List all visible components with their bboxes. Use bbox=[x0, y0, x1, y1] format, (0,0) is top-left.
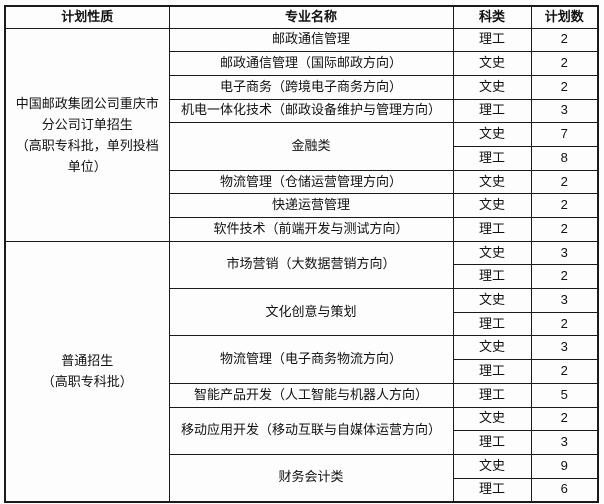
major-name-cell: 邮政通信管理 bbox=[168, 27, 454, 53]
table-row: 机电一体化技术（邮政设备维护与管理方向） 理工 3 bbox=[5, 98, 599, 124]
header-row: 计划性质 专业名称 科类 计划数 bbox=[4, 5, 599, 29]
category-cell: 文史 bbox=[452, 453, 532, 479]
count-cell: 5 bbox=[530, 382, 599, 408]
major-name-cell: 快递运营管理 bbox=[168, 193, 454, 218]
count-cell: 2 bbox=[530, 406, 599, 432]
category-cell: 理工 bbox=[452, 382, 532, 408]
count-cell: 7 bbox=[530, 122, 599, 147]
category-cell: 理工 bbox=[452, 264, 532, 290]
major-name-cell: 物流管理（电子商务物流方向） bbox=[168, 335, 454, 384]
count-cell: 3 bbox=[530, 240, 599, 266]
category-cell: 理工 bbox=[452, 217, 532, 242]
category-cell: 理工 bbox=[452, 27, 532, 53]
major-name-cell: 电子商务（跨境电子商务方向） bbox=[168, 74, 454, 100]
plan-type-line: （高职专科批，单列投档 bbox=[15, 137, 159, 153]
category-cell: 理工 bbox=[452, 311, 532, 337]
plan-type-line: 普通招生 bbox=[61, 353, 114, 369]
major-name-cell: 市场营销（大数据营销方向） bbox=[168, 240, 454, 290]
major-name-cell: 软件技术（前端开发与测试方向） bbox=[168, 217, 454, 242]
table-row: 理工 2 bbox=[5, 264, 599, 290]
table-row: 物流管理（电子商务物流方向） 文史 3 bbox=[5, 335, 599, 384]
major-name-cell: 机电一体化技术（邮政设备维护与管理方向） bbox=[168, 98, 454, 124]
header-plan-type: 计划性质 bbox=[4, 5, 170, 29]
category-cell: 文史 bbox=[452, 288, 532, 313]
major-name-cell: 智能产品开发（人工智能与机器人方向） bbox=[168, 382, 454, 408]
plan-type-line: 单位） bbox=[67, 158, 107, 174]
table-row: 快递运营管理 文史 2 bbox=[5, 193, 599, 218]
table-header: 计划性质 专业名称 科类 计划数 bbox=[4, 5, 599, 29]
plan-type-line: 中国邮政集团公司重庆市 bbox=[15, 95, 159, 111]
table-row: 理工 3 bbox=[5, 430, 599, 455]
major-name-cell: 金融类 bbox=[168, 122, 454, 171]
table-row: 普通招生 （高职专科批） 市场营销（大数据营销方向） 文史 3 bbox=[4, 240, 599, 503]
table-body: 中国邮政集团公司重庆市 分公司订单招生 （高职专科批，单列投档 单位） 邮政通信管理 理工… bbox=[4, 27, 599, 503]
category-cell: 文史 bbox=[452, 335, 532, 361]
category-cell: 理工 bbox=[452, 430, 532, 455]
table-row: 邮政通信管理（国际邮政方向） 文史 2 bbox=[5, 51, 599, 76]
category-cell: 文史 bbox=[452, 169, 532, 195]
header-major-name: 专业名称 bbox=[168, 5, 454, 29]
count-cell: 2 bbox=[530, 311, 599, 337]
plan-type-line: （高职专科批） bbox=[41, 374, 133, 390]
count-cell: 3 bbox=[530, 335, 599, 361]
category-cell: 文史 bbox=[452, 406, 532, 432]
count-cell: 2 bbox=[530, 217, 599, 242]
table-row: 物流管理（仓储运营管理方向） 文史 2 bbox=[5, 169, 599, 195]
table-row: 金融类 文史 7 bbox=[5, 122, 599, 171]
count-cell: 2 bbox=[530, 169, 599, 195]
admission-plan-table: 计划性质 专业名称 科类 计划数 中国邮政集团公司重庆市 分公司订单招生 （高职专科… bbox=[4, 5, 599, 503]
major-name-cell: 移动应用开发（移动互联与自媒体运营方向） bbox=[168, 406, 454, 455]
major-name-cell: 文化创意与策划 bbox=[168, 288, 454, 337]
count-cell: 3 bbox=[530, 98, 599, 124]
header-category: 科类 bbox=[452, 5, 532, 29]
plan-type-cell: 中国邮政集团公司重庆市 分公司订单招生 （高职专科批，单列投档 单位） bbox=[4, 27, 170, 242]
count-cell: 2 bbox=[530, 27, 599, 53]
count-cell: 2 bbox=[530, 264, 599, 290]
count-cell: 2 bbox=[530, 359, 599, 384]
table-row: 理工 2 bbox=[5, 359, 599, 384]
major-name-cell: 财务会计类 bbox=[168, 453, 454, 503]
plan-type-line: 分公司订单招生 bbox=[41, 116, 133, 132]
table-row: 财务会计类 文史 9 bbox=[5, 453, 599, 503]
count-cell: 3 bbox=[530, 288, 599, 313]
table-row: 电子商务（跨境电子商务方向） 文史 2 bbox=[5, 74, 599, 100]
count-cell: 9 bbox=[530, 453, 599, 479]
table-row: 理工 6 bbox=[5, 477, 599, 503]
table-row: 文化创意与策划 文史 3 bbox=[5, 288, 599, 337]
category-cell: 理工 bbox=[452, 477, 532, 503]
category-cell: 理工 bbox=[452, 98, 532, 124]
table-row: 移动应用开发（移动互联与自媒体运营方向） 文史 2 bbox=[5, 406, 599, 455]
count-cell: 3 bbox=[530, 430, 599, 455]
count-cell: 6 bbox=[530, 477, 599, 503]
count-cell: 2 bbox=[530, 193, 599, 218]
table-row: 理工 2 bbox=[5, 311, 599, 337]
category-cell: 文史 bbox=[452, 74, 532, 100]
category-cell: 理工 bbox=[452, 145, 532, 171]
category-cell: 文史 bbox=[452, 193, 532, 218]
table-row: 理工 8 bbox=[5, 145, 599, 171]
category-cell: 理工 bbox=[452, 359, 532, 384]
count-cell: 2 bbox=[530, 51, 599, 76]
category-cell: 文史 bbox=[452, 240, 532, 266]
category-cell: 文史 bbox=[452, 51, 532, 76]
count-cell: 8 bbox=[530, 145, 599, 171]
header-count: 计划数 bbox=[530, 5, 599, 29]
table-row: 智能产品开发（人工智能与机器人方向） 理工 5 bbox=[5, 382, 599, 408]
count-cell: 2 bbox=[530, 74, 599, 100]
plan-type-cell: 普通招生 （高职专科批） bbox=[4, 240, 170, 503]
category-cell: 文史 bbox=[452, 122, 532, 147]
major-name-cell: 物流管理（仓储运营管理方向） bbox=[168, 169, 454, 195]
table-row: 中国邮政集团公司重庆市 分公司订单招生 （高职专科批，单列投档 单位） 邮政通信管理 理工… bbox=[4, 27, 599, 242]
major-name-cell: 邮政通信管理（国际邮政方向） bbox=[168, 51, 454, 76]
